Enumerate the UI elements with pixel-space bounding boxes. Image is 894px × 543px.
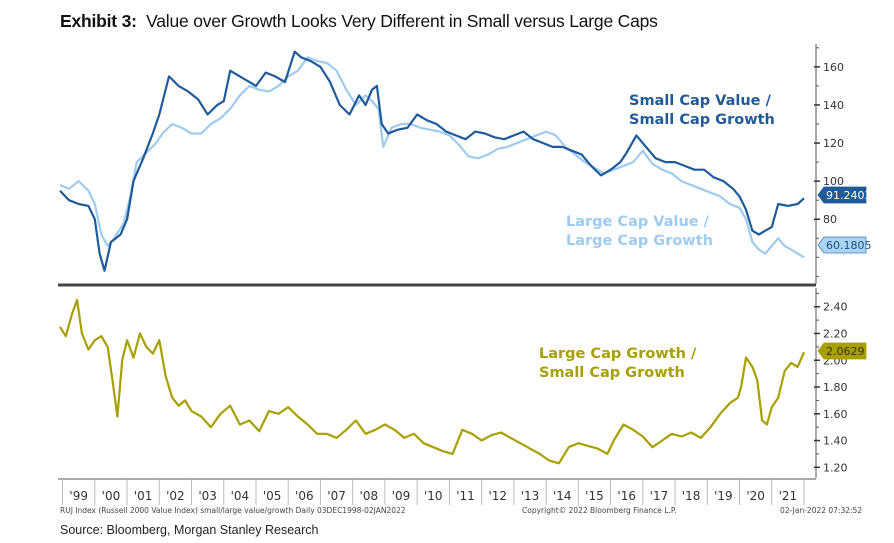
x-tick-label: '10: [424, 489, 443, 503]
x-axis: '99 '00 '01 '02 '03 '04 '05 '06 '07 '08 '09 '10 '11 '…: [58, 479, 816, 505]
x-tick-label: '04: [231, 489, 250, 503]
x-tick-label: '12: [488, 489, 507, 503]
series-annotation: Large Cap Value /: [566, 214, 710, 230]
series-line-1: [60, 300, 804, 463]
y-tick-label: 1.20: [823, 461, 848, 474]
x-tick-label: '00: [102, 489, 121, 503]
x-tick-label: '20: [746, 489, 765, 503]
x-tick-label: '06: [295, 489, 314, 503]
x-tick-label: '14: [553, 489, 572, 503]
last-value-label: 60.1805: [826, 239, 872, 252]
x-tick-label: '21: [779, 489, 798, 503]
x-tick-label: '19: [714, 489, 733, 503]
y-tick-label: 120: [823, 137, 844, 150]
series-annotation: Large Cap Growth /: [539, 346, 697, 362]
series-annotation: Large Cap Growth: [566, 233, 713, 249]
y-tick-label: 2.20: [823, 327, 848, 340]
y-tick-label: 160: [823, 61, 844, 74]
x-tick-label: '13: [521, 489, 540, 503]
y-tick-label: 1.60: [823, 408, 848, 421]
x-tick-label: '16: [617, 489, 636, 503]
x-tick-label: '09: [392, 489, 411, 503]
x-tick-label: '15: [585, 489, 604, 503]
series-annotation: Small Cap Growth: [539, 365, 685, 381]
y-tick-label: 1.40: [823, 435, 848, 448]
footer-timestamp: 02-Jan-2022 07:32:52: [780, 506, 862, 515]
x-tick-label: '07: [327, 489, 346, 503]
top-panel: 80 100 120 140 160 Small Cap Value / Small Cap…: [60, 44, 872, 284]
bottom-panel: 1.201.401.601.802.002.202.40Large Cap Gr…: [60, 288, 866, 478]
y-tick-label: 140: [823, 99, 844, 112]
footer-copyright: Copyright© 2022 Bloomberg Finance L.P.: [522, 506, 677, 515]
series-annotation: Small Cap Growth: [629, 112, 775, 128]
series-annotation: Small Cap Value /: [629, 93, 772, 109]
x-tick-label: '08: [360, 489, 379, 503]
x-tick-label: '05: [263, 489, 282, 503]
y-tick-label: 1.80: [823, 381, 848, 394]
chart-svg: 80 100 120 140 160 Small Cap Value / Small Cap…: [0, 0, 894, 543]
x-tick-label: '99: [69, 489, 88, 503]
x-tick-label: '01: [134, 489, 153, 503]
last-value-label: 2.0629: [826, 345, 865, 358]
y-tick-label: 100: [823, 175, 844, 188]
x-tick-label: '17: [650, 489, 669, 503]
y-tick-label: 80: [823, 213, 837, 226]
x-tick-label: '18: [682, 489, 701, 503]
last-value-label: 91.2403: [826, 189, 872, 202]
x-tick-label: '11: [456, 489, 475, 503]
x-tick-label: '02: [166, 489, 185, 503]
source-note: Source: Bloomberg, Morgan Stanley Resear…: [60, 523, 318, 537]
x-tick-label: '03: [198, 489, 217, 503]
y-tick-label: 2.40: [823, 301, 848, 314]
footer-index-note: RUJ Index (Russell 2000 Value Index) sma…: [60, 506, 406, 515]
